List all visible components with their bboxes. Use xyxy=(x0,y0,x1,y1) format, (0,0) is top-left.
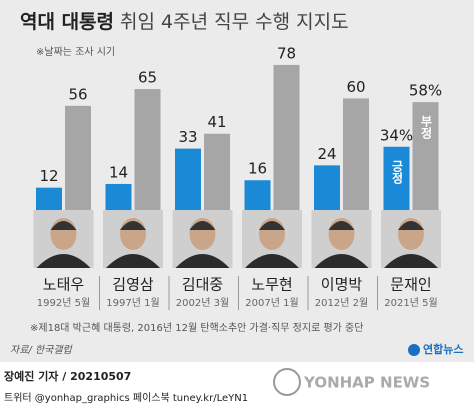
bar xyxy=(134,89,161,210)
category-label: 노태우 xyxy=(43,276,85,294)
logo: 연합뉴스 xyxy=(423,342,463,356)
period-label: 1997년 1월 xyxy=(106,297,159,309)
value-label: 41 xyxy=(207,113,226,131)
value-label: 65 xyxy=(138,69,157,87)
bar xyxy=(65,105,91,210)
chart-title: 역대 대통령 취임 4주년 직무 수행 지지도 xyxy=(20,11,349,33)
value-label: 12 xyxy=(39,167,58,185)
subtitle: ※날짜는 조사 시기 xyxy=(36,46,115,58)
category-label: 김대중 xyxy=(182,276,223,294)
bar xyxy=(273,64,300,210)
value-label: 34% xyxy=(380,126,413,144)
period-label: 1992년 5월 xyxy=(37,297,90,309)
portrait-body xyxy=(36,254,91,268)
portrait-hair xyxy=(50,221,77,230)
legend-label: 긍정 xyxy=(390,159,404,184)
portrait-body xyxy=(384,254,438,268)
source: 자료/ 한국갤럽 xyxy=(10,344,74,356)
legend-label: 부정 xyxy=(419,115,433,140)
title-rest: 취임 4주년 직무 수행 지지도 xyxy=(120,11,349,33)
period-label: 2012년 2월 xyxy=(315,297,368,309)
value-label: 56 xyxy=(68,85,87,103)
bar xyxy=(175,148,201,210)
portrait-body xyxy=(245,254,299,268)
bar xyxy=(244,180,271,210)
portrait-hair xyxy=(120,221,146,230)
category-label: 이명박 xyxy=(321,276,363,294)
value-label: 16 xyxy=(248,160,267,178)
bar xyxy=(36,187,62,210)
category-label: 문재인 xyxy=(390,276,431,294)
bar xyxy=(105,183,132,210)
watermark-icon xyxy=(273,368,301,396)
portrait-body xyxy=(314,254,369,268)
logo-icon xyxy=(408,344,420,356)
bar xyxy=(204,133,230,210)
bar xyxy=(343,98,369,210)
portrait-body xyxy=(175,254,230,268)
value-label: 60 xyxy=(346,78,365,96)
portrait-hair xyxy=(398,221,424,230)
bar xyxy=(412,102,439,210)
bar xyxy=(314,165,340,210)
byline: 장예진 기자 / 20210507 xyxy=(4,369,131,383)
portrait-hair xyxy=(328,221,355,230)
period-label: 2007년 1월 xyxy=(245,297,298,309)
portrait-hair xyxy=(189,221,216,230)
watermark: YONHAP NEWS xyxy=(303,374,430,392)
category-label: 김영삼 xyxy=(112,276,154,294)
portrait-body xyxy=(106,254,160,268)
value-label: 24 xyxy=(317,145,336,163)
value-label: 14 xyxy=(109,163,128,181)
social: 트위터 @yonhap_graphics 페이스북 tuney.kr/LeYN1 xyxy=(4,391,248,404)
period-label: 2021년 5월 xyxy=(384,297,437,309)
note: ※제18대 박근혜 대통령, 2016년 12월 탄핵소추안 가결·직무 정지로… xyxy=(30,322,363,334)
value-label: 33 xyxy=(178,128,197,146)
period-label: 2002년 3월 xyxy=(176,297,229,309)
portrait-hair xyxy=(259,221,285,230)
bar xyxy=(383,146,410,210)
value-label: 78 xyxy=(277,44,296,62)
title-bold: 역대 대통령 xyxy=(20,11,114,33)
category-label: 노무현 xyxy=(251,276,292,294)
value-label: 58% xyxy=(409,82,442,100)
